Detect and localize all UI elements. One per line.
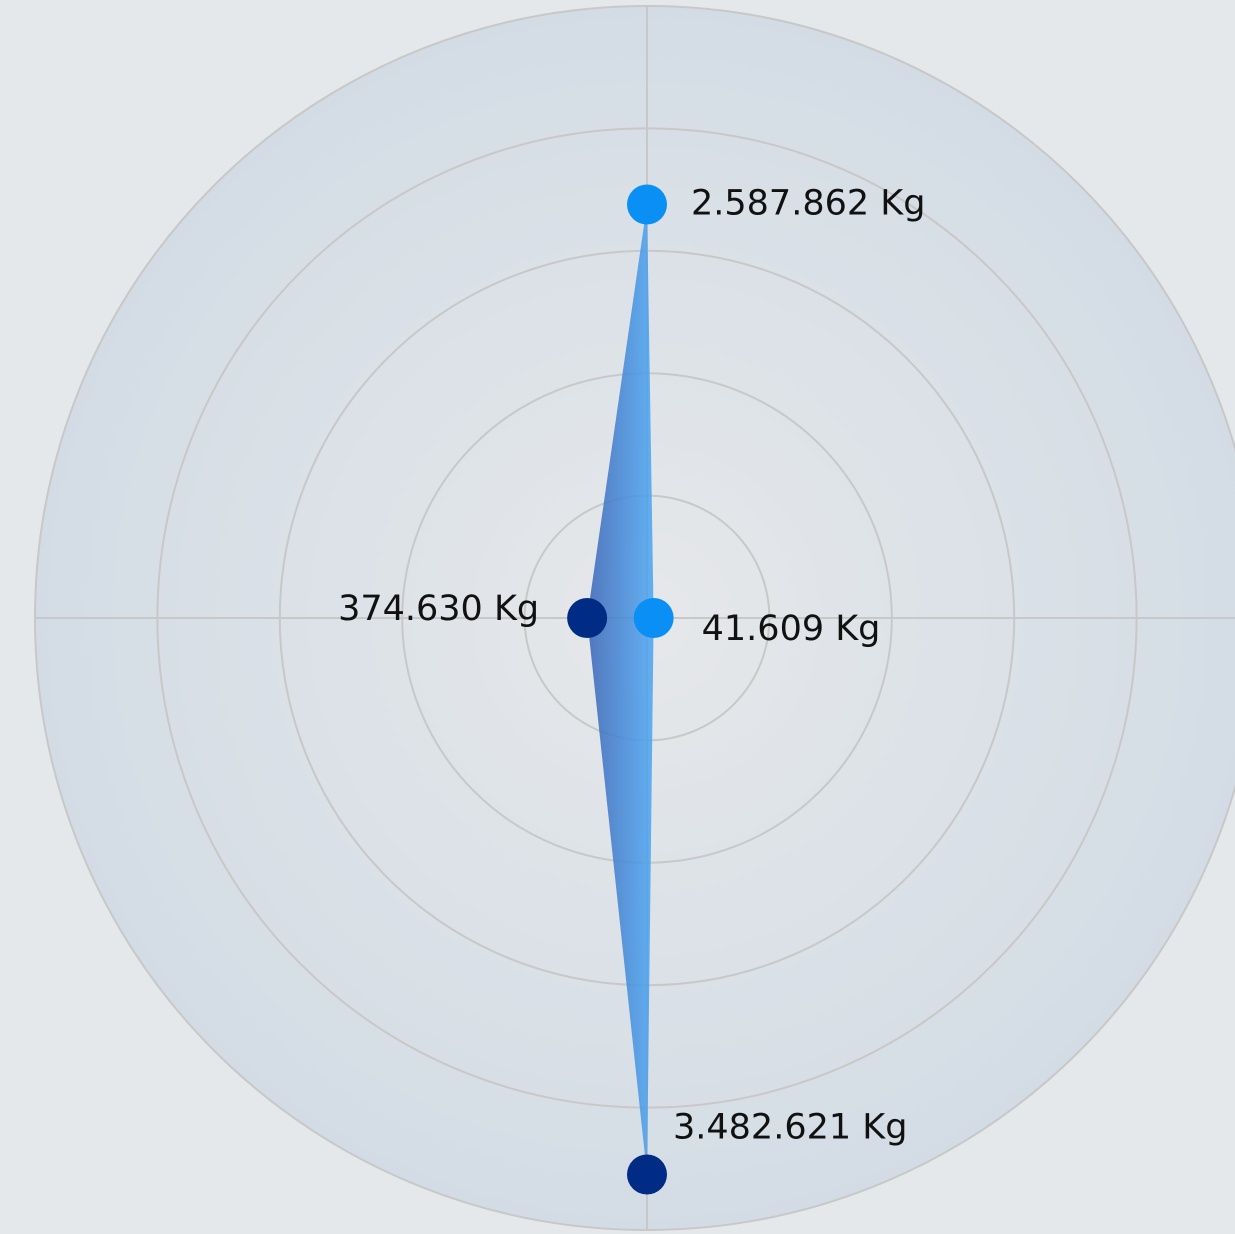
radar-area bbox=[587, 204, 654, 1175]
data-point bbox=[633, 598, 674, 638]
data-label: 3.482.621 Kg bbox=[673, 1107, 907, 1147]
data-label: 374.630 Kg bbox=[338, 589, 539, 629]
data-label: 41.609 Kg bbox=[702, 609, 881, 649]
data-point bbox=[627, 1154, 667, 1195]
data-label: 2.587.862 Kg bbox=[691, 183, 925, 223]
data-point bbox=[567, 598, 608, 638]
data-point bbox=[627, 184, 667, 225]
